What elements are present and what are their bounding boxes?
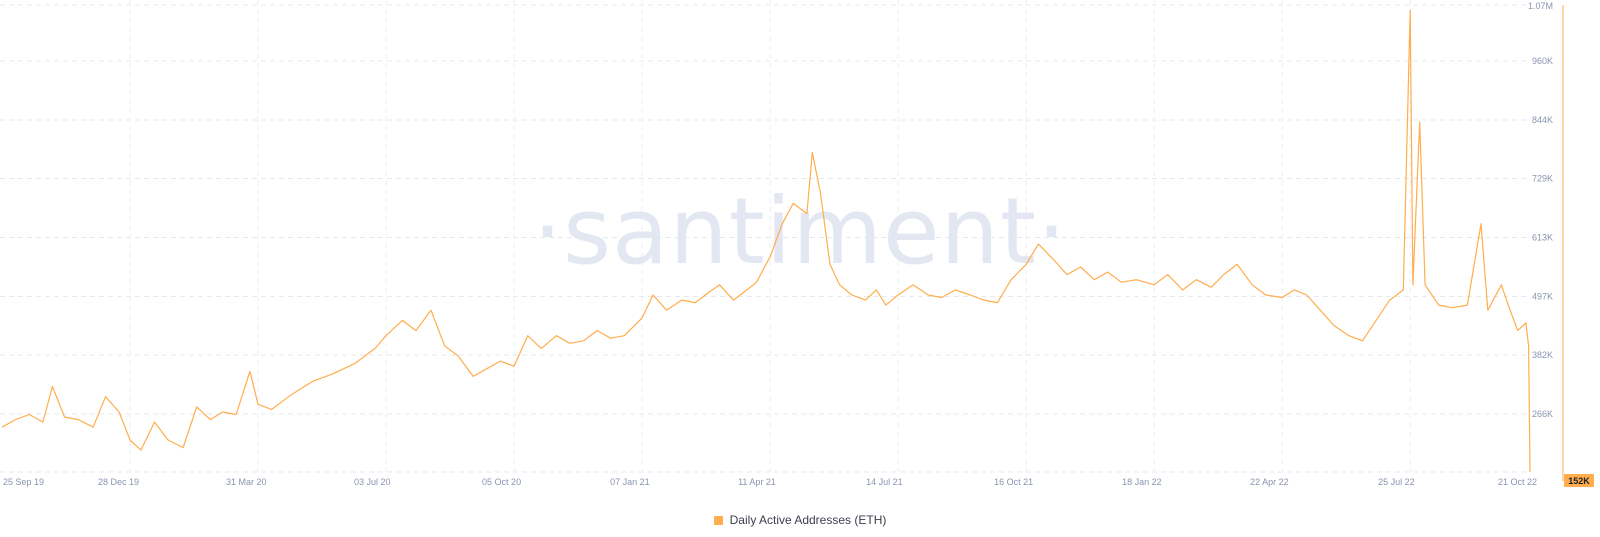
x-tick-label: 25 Sep 19 bbox=[3, 477, 44, 487]
y-tick-label: 382K bbox=[1532, 350, 1553, 360]
legend[interactable]: Daily Active Addresses (ETH) bbox=[0, 513, 1600, 527]
y-tick-label: 729K bbox=[1532, 173, 1553, 183]
x-tick-label: 11 Apr 21 bbox=[738, 477, 776, 487]
y-tick-label: 1.07M bbox=[1528, 1, 1553, 11]
x-tick-label: 21 Oct 22 bbox=[1498, 477, 1537, 487]
y-axis-ticks: 1.07M 960K 844K 729K 613K 497K 382K 266K bbox=[1528, 1, 1553, 419]
x-tick-label: 05 Oct 20 bbox=[482, 477, 521, 487]
last-value-label: 152K bbox=[1568, 476, 1590, 486]
x-tick-label: 18 Jan 22 bbox=[1122, 477, 1162, 487]
last-value-badge: 152K bbox=[1564, 474, 1594, 487]
grid bbox=[0, 0, 1530, 473]
x-tick-label: 31 Mar 20 bbox=[226, 477, 267, 487]
series-line-daily-active-addresses[interactable] bbox=[1, 9, 1531, 473]
x-tick-label: 16 Oct 21 bbox=[994, 477, 1033, 487]
y-tick-label: 960K bbox=[1532, 56, 1553, 66]
x-tick-label: 22 Apr 22 bbox=[1250, 477, 1289, 487]
x-tick-label: 07 Jan 21 bbox=[610, 477, 650, 487]
y-tick-label: 497K bbox=[1532, 291, 1553, 301]
y-tick-label: 266K bbox=[1532, 409, 1553, 419]
santiment-watermark: ·santiment· bbox=[533, 178, 1067, 285]
x-tick-label: 28 Dec 19 bbox=[98, 477, 139, 487]
y-tick-label: 613K bbox=[1532, 232, 1553, 242]
x-axis-ticks: 25 Sep 19 28 Dec 19 31 Mar 20 03 Jul 20 05 O… bbox=[3, 477, 1537, 487]
x-tick-label: 25 Jul 22 bbox=[1378, 477, 1415, 487]
y-tick-label: 844K bbox=[1532, 115, 1553, 125]
series-layer bbox=[1, 9, 1531, 473]
x-tick-label: 03 Jul 20 bbox=[354, 477, 391, 487]
x-tick-label: 14 Jul 21 bbox=[866, 477, 903, 487]
legend-label: Daily Active Addresses (ETH) bbox=[729, 513, 887, 527]
legend-swatch bbox=[713, 515, 723, 525]
